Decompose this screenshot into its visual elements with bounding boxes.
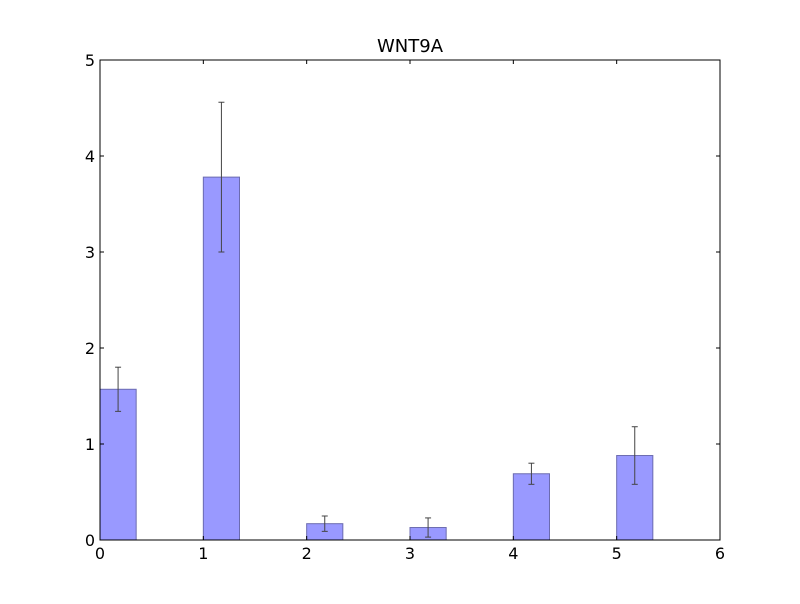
bar-0	[99, 388, 137, 541]
x-tick-label-4: 4	[508, 544, 518, 563]
y-tick-label-2: 2	[85, 339, 95, 358]
x-tick-labels: 0 1 2 3 4 5 6	[95, 544, 725, 563]
y-tick-labels: 0 1 2 3 4 5	[85, 51, 95, 550]
error-bar-3	[425, 517, 432, 538]
y-tick-label-5: 5	[85, 51, 95, 70]
bars-layer	[99, 176, 654, 541]
error-bar-1	[218, 101, 225, 253]
x-tick-label-5: 5	[612, 544, 622, 563]
x-tick-label-2: 2	[302, 544, 312, 563]
error-bars-layer	[115, 101, 638, 538]
error-bar-5	[631, 426, 638, 485]
error-bar-0	[115, 366, 122, 412]
y-tick-label-0: 0	[85, 531, 95, 550]
y-tick-label-3: 3	[85, 243, 95, 262]
y-tick-label-1: 1	[85, 435, 95, 454]
error-bar-2	[321, 515, 328, 532]
chart-title: WNT9A	[377, 36, 444, 57]
y-tick-label-4: 4	[85, 147, 95, 166]
error-bar-4	[528, 462, 535, 485]
ticks-layer	[99, 59, 721, 541]
x-tick-label-6: 6	[715, 544, 725, 563]
x-tick-label-3: 3	[405, 544, 415, 563]
x-tick-label-1: 1	[198, 544, 208, 563]
x-tick-label-0: 0	[95, 544, 105, 563]
